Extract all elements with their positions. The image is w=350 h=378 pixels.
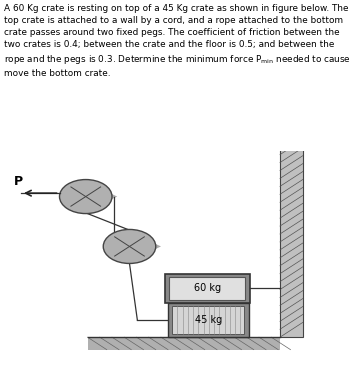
Bar xyxy=(168,303,248,337)
Text: 45 kg: 45 kg xyxy=(195,315,222,325)
Bar xyxy=(88,337,280,350)
Text: P: P xyxy=(14,175,23,188)
Circle shape xyxy=(103,229,156,263)
Text: A 60 Kg crate is resting on top of a 45 Kg crate as shown in figure below. The
t: A 60 Kg crate is resting on top of a 45 … xyxy=(4,4,350,78)
Circle shape xyxy=(60,180,112,214)
Bar xyxy=(164,274,250,303)
Polygon shape xyxy=(80,180,117,214)
Bar xyxy=(280,144,303,337)
Text: 60 kg: 60 kg xyxy=(194,284,221,293)
Polygon shape xyxy=(124,229,161,263)
Bar xyxy=(172,306,244,335)
Bar xyxy=(169,277,245,300)
